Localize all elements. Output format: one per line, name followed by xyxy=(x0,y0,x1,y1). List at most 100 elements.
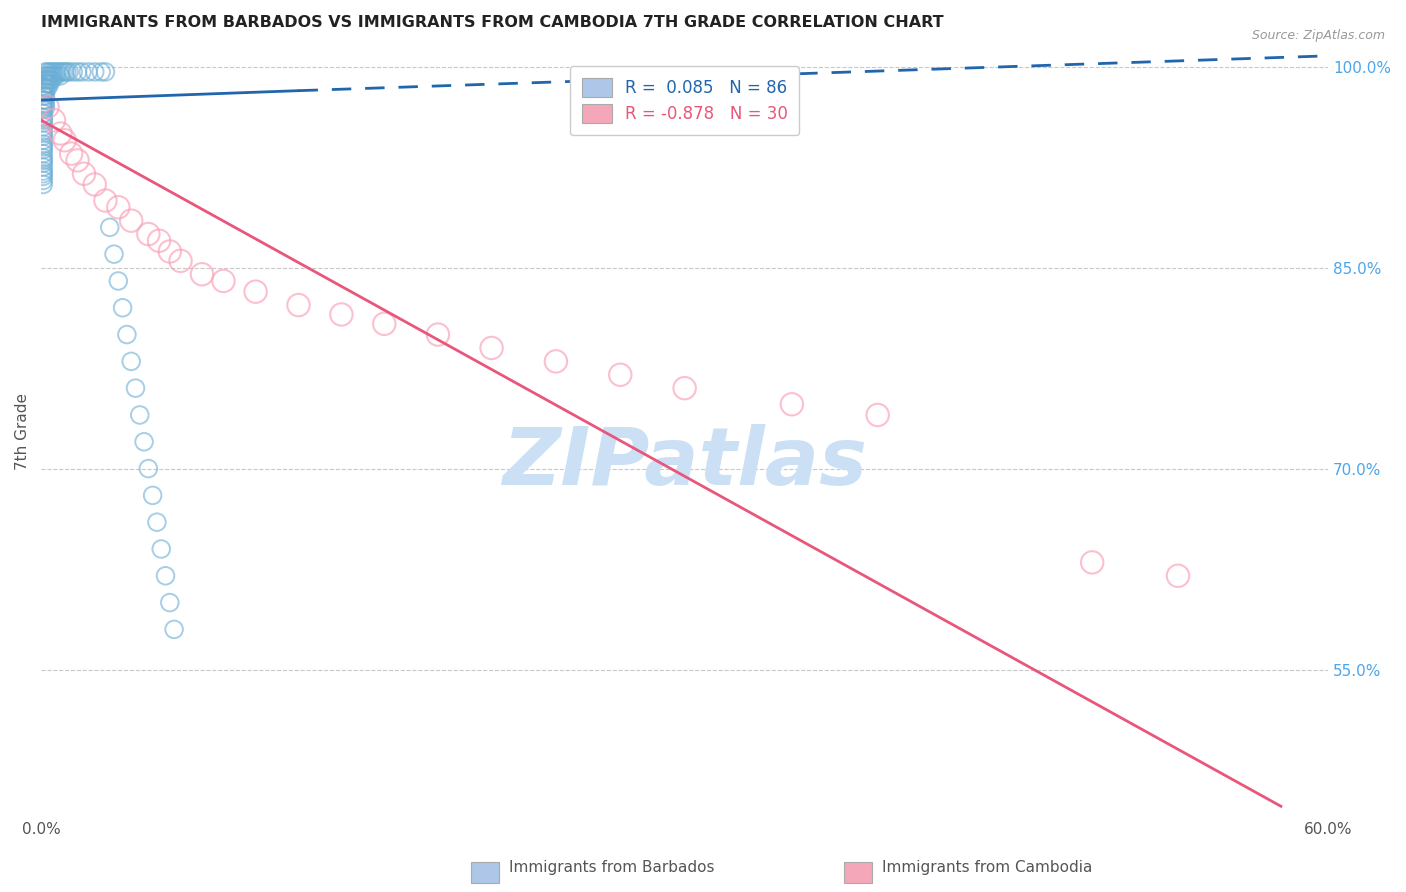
Point xyxy=(70,65,93,79)
Point xyxy=(34,73,56,87)
Point xyxy=(56,65,79,79)
Point xyxy=(609,368,631,382)
Point xyxy=(32,87,55,101)
Point xyxy=(146,515,169,529)
Point xyxy=(481,341,503,355)
Point xyxy=(37,100,59,114)
Point xyxy=(32,116,55,130)
Point xyxy=(98,220,121,235)
Point xyxy=(94,194,117,208)
Point xyxy=(103,247,125,261)
Point xyxy=(41,65,63,79)
Point xyxy=(32,97,55,112)
Point xyxy=(866,408,889,422)
Point xyxy=(49,69,72,83)
Point xyxy=(32,127,55,141)
Point xyxy=(32,93,55,107)
Point xyxy=(32,133,55,147)
Point xyxy=(58,65,80,79)
Point xyxy=(32,100,55,114)
Point xyxy=(37,77,59,91)
Point xyxy=(60,146,83,161)
Point xyxy=(90,65,112,79)
Point xyxy=(32,153,55,168)
Point xyxy=(34,81,56,95)
Point xyxy=(150,541,173,556)
Point xyxy=(46,65,69,79)
Point xyxy=(163,623,186,637)
Point xyxy=(32,160,55,174)
Point xyxy=(34,101,56,115)
Point xyxy=(142,488,165,502)
Point xyxy=(148,234,170,248)
Point xyxy=(124,381,146,395)
Text: Immigrants from Barbados: Immigrants from Barbados xyxy=(509,861,714,875)
Point xyxy=(49,127,72,141)
Point xyxy=(41,73,63,87)
Point xyxy=(32,151,55,165)
Point xyxy=(673,381,696,395)
Text: Source: ZipAtlas.com: Source: ZipAtlas.com xyxy=(1251,29,1385,42)
Point xyxy=(38,77,60,91)
Point xyxy=(245,285,267,299)
Point xyxy=(32,129,55,144)
Legend: R =  0.085   N = 86, R = -0.878   N = 30: R = 0.085 N = 86, R = -0.878 N = 30 xyxy=(569,66,800,135)
Point xyxy=(45,69,67,83)
Point xyxy=(77,65,100,79)
Point xyxy=(32,156,55,170)
Point xyxy=(330,308,353,322)
Point xyxy=(32,146,55,161)
Point xyxy=(1167,568,1189,582)
Point xyxy=(37,69,59,83)
Point xyxy=(138,461,160,475)
Point xyxy=(32,113,55,128)
Point xyxy=(34,77,56,91)
Point xyxy=(32,137,55,152)
Point xyxy=(32,79,55,94)
Point xyxy=(34,65,56,79)
Point xyxy=(32,164,55,178)
Point xyxy=(120,354,142,368)
Point xyxy=(32,106,55,120)
Point xyxy=(544,354,567,368)
Point xyxy=(32,103,55,117)
Point xyxy=(83,65,105,79)
Point xyxy=(32,169,55,184)
Point xyxy=(42,65,65,79)
Point xyxy=(32,111,55,125)
Point xyxy=(38,65,60,79)
Point xyxy=(49,65,72,79)
Point xyxy=(32,178,55,192)
Point xyxy=(41,69,63,83)
Point xyxy=(426,327,449,342)
Point xyxy=(32,140,55,154)
Point xyxy=(138,227,160,241)
Point xyxy=(38,69,60,83)
Point xyxy=(159,244,181,259)
Point xyxy=(212,274,235,288)
Point xyxy=(32,73,55,87)
Point xyxy=(32,89,55,103)
Point xyxy=(37,81,59,95)
Y-axis label: 7th Grade: 7th Grade xyxy=(15,393,30,470)
Point xyxy=(37,65,59,79)
Point xyxy=(53,65,76,79)
Point xyxy=(34,85,56,99)
Point xyxy=(32,120,55,134)
Point xyxy=(32,167,55,181)
Point xyxy=(373,317,395,331)
Point xyxy=(53,133,76,147)
Point xyxy=(169,253,191,268)
Point xyxy=(32,173,55,187)
Point xyxy=(42,69,65,83)
Text: IMMIGRANTS FROM BARBADOS VS IMMIGRANTS FROM CAMBODIA 7TH GRADE CORRELATION CHART: IMMIGRANTS FROM BARBADOS VS IMMIGRANTS F… xyxy=(41,15,943,30)
Point xyxy=(66,153,89,168)
Text: Immigrants from Cambodia: Immigrants from Cambodia xyxy=(882,861,1092,875)
Point xyxy=(34,69,56,83)
Point xyxy=(120,213,142,227)
Point xyxy=(73,167,96,181)
Point xyxy=(66,65,89,79)
Point xyxy=(94,65,117,79)
Point xyxy=(111,301,134,315)
Point xyxy=(128,408,150,422)
